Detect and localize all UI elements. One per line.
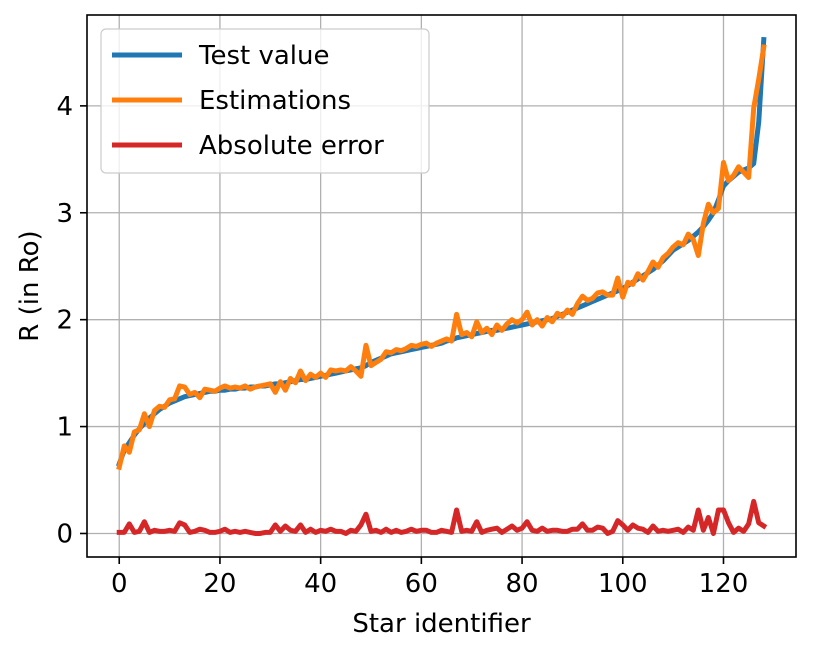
x-axis-title: Star identifier <box>352 609 531 639</box>
y-axis-title: R (in Ro) <box>15 230 45 341</box>
y-tick-label: 3 <box>56 199 73 229</box>
ticks: 0 20 40 60 80 100 120 0 1 2 3 4 <box>56 92 748 599</box>
x-tick-label: 100 <box>598 569 648 599</box>
series-line-estimations <box>116 44 767 471</box>
legend: Test value Estimations Absolute error <box>100 28 430 174</box>
y-tick-label: 2 <box>56 306 73 336</box>
legend-box <box>100 28 430 174</box>
series-lines <box>116 36 768 536</box>
x-tick-label: 80 <box>506 569 539 599</box>
legend-label-test-value: Test value <box>198 41 329 71</box>
x-tick-label: 60 <box>405 569 438 599</box>
y-tick-label: 4 <box>56 92 73 122</box>
x-tick-label: 20 <box>203 569 236 599</box>
plot-frame <box>86 14 797 558</box>
x-tick-label: 0 <box>111 569 128 599</box>
x-tick-label: 40 <box>304 569 337 599</box>
series-line-absolute-error <box>116 498 768 536</box>
y-tick-label: 0 <box>56 519 73 549</box>
legend-label-absolute-error: Absolute error <box>199 131 384 161</box>
legend-label-estimations: Estimations <box>199 86 351 116</box>
y-tick-label: 1 <box>56 413 73 443</box>
x-tick-label: 120 <box>699 569 749 599</box>
